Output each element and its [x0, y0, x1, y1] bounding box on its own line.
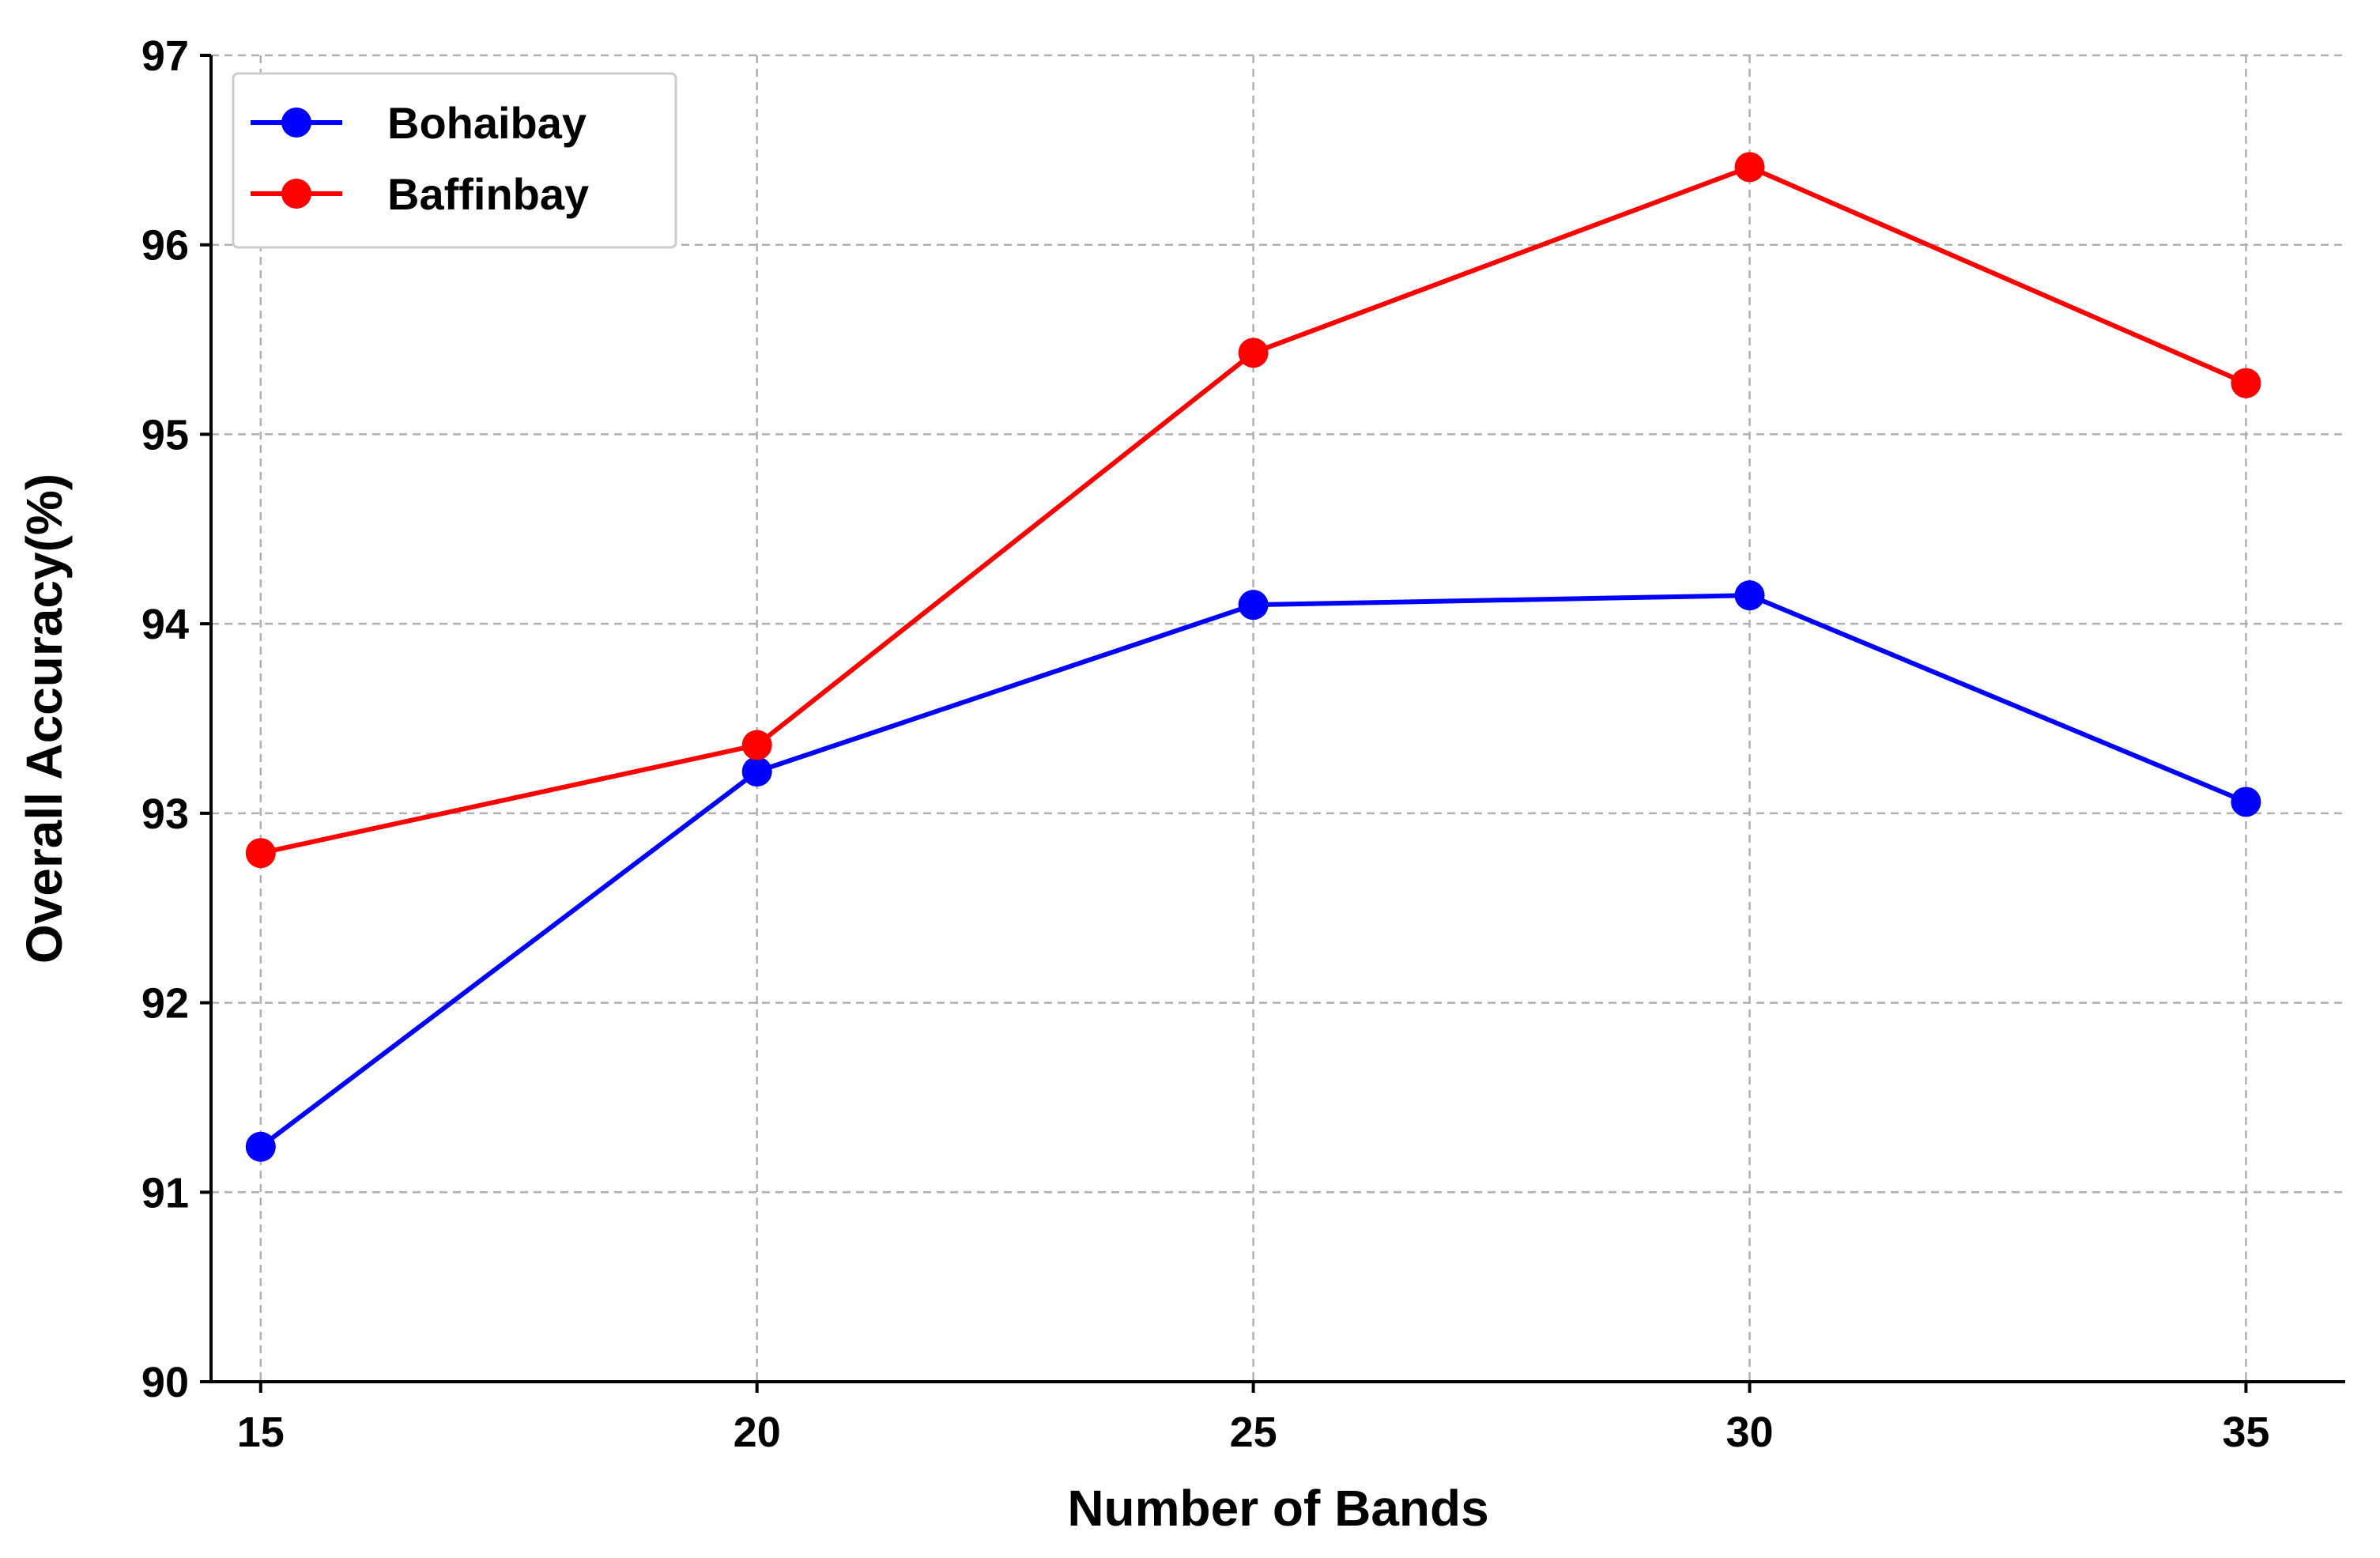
data-point: [2231, 787, 2261, 817]
y-axis-title: Overall Accuracy(%): [16, 473, 73, 964]
y-tick-label: 96: [141, 222, 189, 270]
y-tick-label: 91: [141, 1169, 189, 1217]
data-point: [1734, 580, 1765, 611]
x-tick-label: 15: [237, 1409, 285, 1456]
x-tick-label: 20: [734, 1409, 781, 1456]
x-tick-label: 35: [2222, 1409, 2269, 1456]
y-tick-label: 92: [141, 980, 189, 1028]
legend-label: Bohaibay: [387, 98, 587, 148]
data-point: [245, 1131, 276, 1162]
y-tick-label: 94: [141, 601, 189, 648]
data-point: [741, 730, 772, 760]
legend-marker: [281, 108, 311, 138]
legend-box: [232, 72, 677, 249]
legend: Bohaibay Baffinbay: [232, 72, 677, 249]
y-tick-label: 90: [141, 1359, 189, 1406]
series-bohaibay: [245, 580, 2261, 1162]
legend-entry-baffinbay: Baffinbay: [251, 169, 589, 219]
data-point: [245, 838, 276, 869]
data-point: [1734, 152, 1765, 183]
axes: [209, 55, 2345, 1383]
legend-entry-bohaibay: Bohaibay: [251, 98, 587, 148]
series-line: [260, 164, 2247, 856]
y-tick-label: 97: [141, 32, 189, 80]
series-baffinbay: [245, 152, 2261, 869]
y-tick-label: 95: [141, 411, 189, 458]
x-axis-title: Number of Bands: [1067, 1480, 1488, 1537]
data-point: [741, 756, 772, 787]
axis-ticks: 90 91 92 93 94 95 96 97 15 20 25 30 35: [141, 32, 2270, 1456]
y-tick-label: 93: [141, 790, 189, 838]
x-tick-label: 30: [1726, 1409, 1773, 1456]
legend-marker: [281, 179, 311, 209]
data-point: [1238, 338, 1269, 368]
grid-lines: [211, 54, 2345, 1382]
x-tick-label: 25: [1230, 1409, 1277, 1456]
legend-label: Baffinbay: [387, 169, 589, 219]
data-series: [245, 152, 2261, 1162]
data-point: [1238, 590, 1269, 621]
data-point: [2231, 368, 2261, 398]
